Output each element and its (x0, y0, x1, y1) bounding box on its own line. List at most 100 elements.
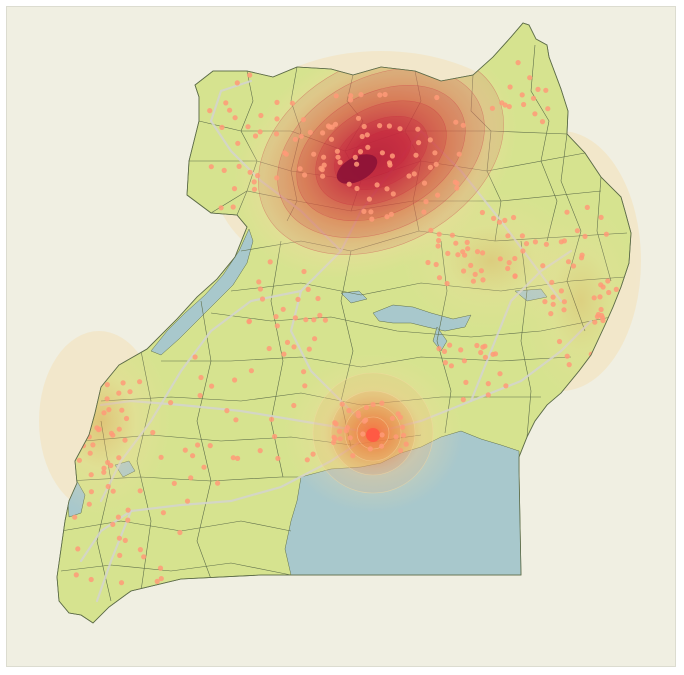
event-point (104, 382, 110, 388)
event-point (448, 363, 454, 369)
event-point (207, 443, 213, 449)
event-point (291, 344, 297, 350)
event-point (377, 92, 383, 98)
event-point (232, 377, 238, 383)
event-point (507, 84, 513, 90)
event-point (230, 455, 236, 461)
event-point (137, 547, 143, 553)
district-border (60, 562, 292, 576)
district-border (270, 240, 284, 478)
event-point (480, 250, 486, 256)
event-point (435, 192, 441, 198)
event-point (503, 383, 509, 389)
event-point (456, 151, 462, 157)
event-point (168, 400, 174, 406)
event-point (273, 131, 280, 137)
density-map[interactable] (7, 7, 676, 667)
event-point (339, 401, 345, 407)
event-point (519, 233, 526, 239)
event-point (592, 319, 598, 325)
event-point (361, 123, 367, 130)
event-point (192, 354, 198, 360)
event-point (434, 94, 440, 101)
event-point (582, 233, 588, 239)
event-point (453, 240, 459, 246)
event-point (302, 172, 308, 178)
event-point (304, 457, 310, 463)
event-point (599, 315, 606, 321)
event-point (523, 241, 530, 247)
event-point (597, 294, 603, 300)
event-point (101, 410, 107, 416)
event-point (436, 237, 442, 244)
event-point (295, 296, 301, 302)
event-point (281, 351, 287, 357)
event-point (382, 91, 388, 98)
event-point (512, 273, 518, 279)
density-peak (366, 428, 380, 442)
event-point (118, 580, 125, 586)
event-point (472, 271, 478, 277)
event-point (310, 451, 316, 457)
event-point (363, 417, 369, 423)
event-point (217, 225, 224, 231)
district-border (530, 44, 558, 242)
event-point (399, 424, 405, 430)
event-point (245, 124, 251, 130)
event-point (195, 442, 201, 448)
event-point (154, 578, 160, 585)
event-point (416, 140, 422, 146)
event-point (303, 317, 309, 323)
event-point (190, 453, 196, 459)
event-point (116, 426, 122, 432)
event-point (284, 339, 291, 345)
event-point (208, 164, 214, 170)
event-point (233, 417, 239, 423)
event-point (208, 214, 214, 220)
event-point (485, 392, 491, 398)
event-point (468, 262, 474, 268)
event-point (125, 517, 131, 523)
event-point (141, 554, 147, 560)
event-point (364, 132, 370, 138)
event-point (337, 159, 343, 165)
event-point (454, 185, 460, 191)
event-point (232, 115, 238, 121)
event-point (433, 161, 439, 167)
event-point (354, 185, 360, 192)
event-point (182, 447, 188, 453)
event-point (368, 209, 374, 215)
event-point (306, 346, 312, 352)
event-point (223, 100, 229, 106)
road (209, 79, 253, 123)
event-point (283, 151, 289, 157)
event-point (267, 259, 273, 265)
event-point (480, 344, 486, 350)
event-point (137, 488, 143, 494)
event-point (319, 167, 325, 173)
event-point (321, 154, 327, 160)
event-point (449, 232, 455, 238)
event-point (598, 214, 604, 220)
event-point (543, 241, 550, 247)
event-point (301, 369, 307, 375)
event-point (258, 112, 264, 119)
event-point (521, 101, 527, 108)
event-point (463, 379, 469, 385)
event-point (230, 204, 236, 210)
event-point (558, 288, 565, 294)
event-point (415, 126, 421, 132)
event-point (436, 275, 443, 281)
event-point (252, 133, 259, 139)
event-point (363, 404, 369, 411)
event-point (460, 122, 466, 128)
event-point (561, 307, 567, 313)
event-point (464, 239, 470, 245)
event-point (246, 319, 252, 325)
event-point (497, 256, 503, 262)
event-point (332, 420, 338, 426)
event-point (235, 455, 241, 461)
event-point (251, 186, 258, 192)
event-point (274, 323, 280, 329)
event-point (123, 415, 130, 422)
